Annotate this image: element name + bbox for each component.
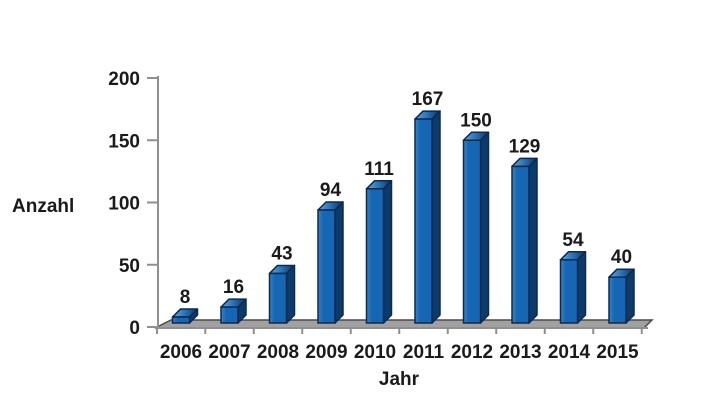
y-tick-label: 0 xyxy=(129,318,140,339)
y-tick-label: 200 xyxy=(108,69,140,90)
bar-2015: 40 xyxy=(608,247,635,324)
bar-side-face xyxy=(576,251,587,324)
x-tick-label: 2008 xyxy=(257,342,299,363)
bar-value-label: 94 xyxy=(320,180,342,201)
x-tick-label: 2011 xyxy=(403,342,445,363)
x-tick-label: 2014 xyxy=(548,342,591,363)
bar-front-face xyxy=(220,306,239,324)
bar-value-label: 111 xyxy=(364,159,394,180)
bar-2007: 16 xyxy=(220,277,247,324)
x-tick-label: 2015 xyxy=(596,342,639,363)
bar-value-label: 54 xyxy=(562,230,584,251)
bar-front-face xyxy=(268,272,288,324)
bar-value-label: 43 xyxy=(271,243,292,264)
bar-value-label: 40 xyxy=(611,247,632,268)
bar-value-label: 129 xyxy=(509,136,541,157)
y-axis-title: Anzahl xyxy=(12,196,74,217)
x-tick-label: 2013 xyxy=(499,342,541,363)
x-tick-label: 2006 xyxy=(160,342,202,363)
bar-2012: 150 xyxy=(460,110,492,324)
bar-front-face xyxy=(462,139,482,324)
bar-value-label: 16 xyxy=(223,277,244,298)
bar-value-label: 8 xyxy=(180,287,191,308)
x-axis-ticks: 2006 2007 2008 2009 2010 2011 2012 2013 2014 2015 xyxy=(156,328,643,363)
bar-front-face xyxy=(608,276,627,324)
y-tick-label: 150 xyxy=(108,131,140,152)
y-tick-label: 100 xyxy=(108,194,140,215)
bar-2006: 8 xyxy=(171,287,199,324)
bar-side-face xyxy=(285,264,296,324)
x-tick-label: 2010 xyxy=(354,342,396,363)
bar-side-face xyxy=(479,131,490,324)
bar-value-label: 167 xyxy=(412,89,444,110)
bar-side-face xyxy=(625,268,635,324)
bar-front-face xyxy=(414,118,433,324)
bar-front-face xyxy=(511,165,530,324)
bar-2008: 43 xyxy=(268,243,296,324)
bar-side-face xyxy=(431,110,441,324)
bar-front-face xyxy=(365,188,385,324)
y-tick-label: 50 xyxy=(119,256,140,277)
y-axis-ticks: 0 50 100 150 200 xyxy=(108,69,158,339)
bar-front-face xyxy=(317,209,336,324)
bar-2014: 54 xyxy=(559,230,587,324)
x-tick-label: 2012 xyxy=(451,342,493,363)
bar-side-face xyxy=(334,201,344,324)
bar-2010: 111 xyxy=(364,159,394,324)
bar-front-face xyxy=(171,316,191,324)
bar-side-face xyxy=(528,157,538,324)
bars-group: 8 16 43 94 111 167 150 129 54 40 xyxy=(171,89,635,324)
x-axis-title: Jahr xyxy=(379,369,420,390)
bar-2013: 129 xyxy=(509,136,541,324)
x-tick-label: 2007 xyxy=(208,342,250,363)
x-tick-label: 2009 xyxy=(305,342,347,363)
bar-value-label: 150 xyxy=(460,110,492,131)
bar-front-face xyxy=(559,259,579,324)
bar-2011: 167 xyxy=(412,89,444,324)
bar-2009: 94 xyxy=(317,180,344,324)
bar-side-face xyxy=(382,180,393,324)
